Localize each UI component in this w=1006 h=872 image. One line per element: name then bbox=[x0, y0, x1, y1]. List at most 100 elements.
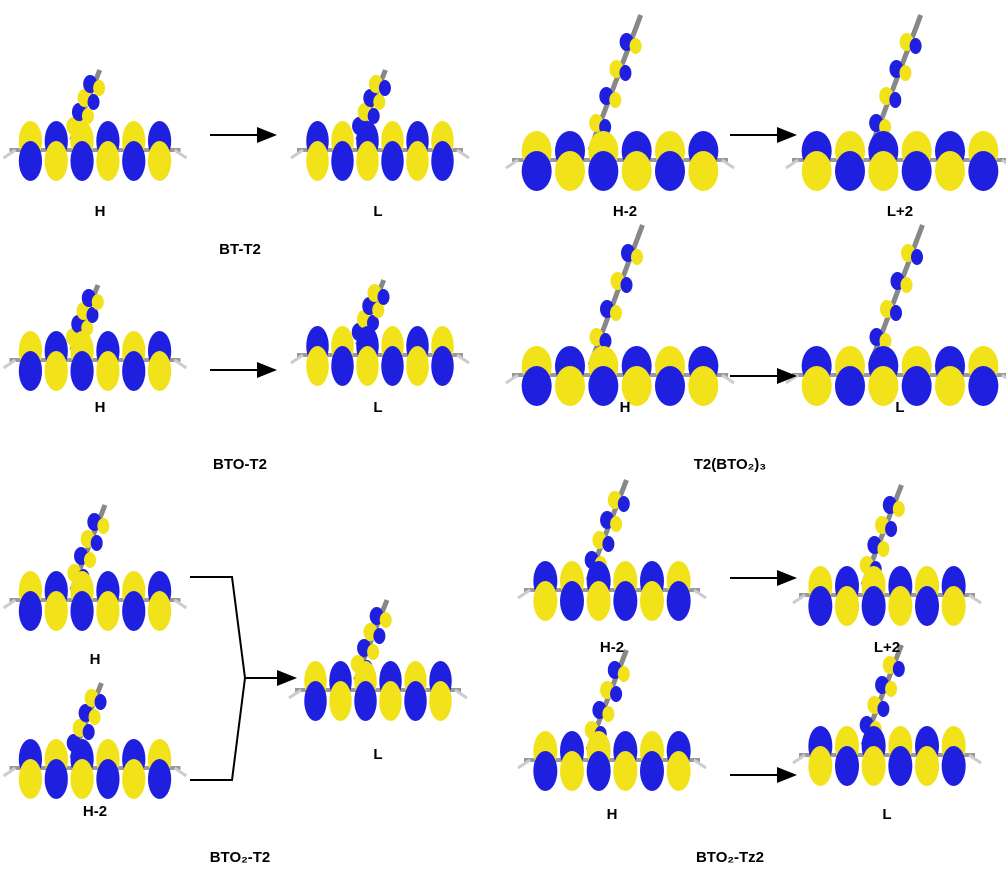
lobe bbox=[148, 141, 171, 181]
lobe bbox=[667, 751, 691, 791]
lobe bbox=[88, 94, 100, 110]
lobe bbox=[373, 628, 385, 644]
lobe bbox=[899, 65, 911, 81]
lobe bbox=[148, 351, 171, 391]
lobe bbox=[95, 694, 107, 710]
orbital-isosurface bbox=[786, 225, 1006, 406]
lobe bbox=[640, 751, 664, 791]
orbital-isosurface bbox=[291, 70, 469, 181]
molecule-name: BTO₂-Tz2 bbox=[696, 849, 764, 866]
lobe bbox=[935, 151, 965, 191]
lobe bbox=[630, 38, 642, 54]
lobe bbox=[901, 277, 913, 293]
lobe bbox=[19, 141, 42, 181]
lobe bbox=[83, 724, 95, 740]
orbital-isosurface bbox=[506, 225, 734, 406]
molecule-name: BTO-T2 bbox=[213, 456, 267, 473]
lobe bbox=[885, 681, 897, 697]
orbital-label: H-2 bbox=[83, 803, 107, 820]
lobe bbox=[354, 681, 377, 721]
lobe bbox=[868, 366, 898, 406]
lobe bbox=[610, 686, 622, 702]
lobe bbox=[835, 366, 865, 406]
lobe bbox=[70, 141, 93, 181]
lobe bbox=[602, 706, 614, 722]
lobe bbox=[122, 141, 145, 181]
lobe bbox=[911, 249, 923, 265]
lobe bbox=[915, 746, 939, 786]
lobe bbox=[622, 151, 652, 191]
lobe bbox=[96, 351, 119, 391]
lobe bbox=[306, 141, 329, 181]
lobe bbox=[619, 65, 631, 81]
orbital-isosurface bbox=[4, 70, 187, 181]
lobe bbox=[588, 151, 618, 191]
lobe bbox=[902, 151, 932, 191]
lobe bbox=[380, 612, 392, 628]
lobe bbox=[70, 759, 93, 799]
lobe bbox=[968, 366, 998, 406]
lobe bbox=[587, 751, 611, 791]
lobe bbox=[304, 681, 327, 721]
lobe bbox=[640, 581, 664, 621]
bracket bbox=[190, 577, 245, 780]
lobe bbox=[613, 751, 637, 791]
orbital-label: L bbox=[373, 399, 382, 416]
orbitals bbox=[4, 15, 1006, 799]
lobe bbox=[381, 141, 404, 181]
orbital-label: L bbox=[882, 806, 891, 823]
lobe bbox=[97, 518, 109, 534]
lobe bbox=[431, 141, 454, 181]
lobe bbox=[406, 141, 429, 181]
lobe bbox=[609, 92, 621, 108]
lobe bbox=[610, 305, 622, 321]
lobe bbox=[893, 501, 905, 517]
orbital-isosurface bbox=[506, 15, 734, 191]
lobe bbox=[84, 552, 96, 568]
lobe bbox=[555, 151, 585, 191]
lobe bbox=[148, 759, 171, 799]
orbital-label: L bbox=[895, 399, 904, 416]
orbital-isosurface bbox=[793, 645, 981, 786]
orbital-isosurface bbox=[4, 505, 187, 631]
molecule-name: T2(BTO₂)₃ bbox=[694, 456, 767, 473]
lobe bbox=[429, 681, 452, 721]
lobe bbox=[122, 759, 145, 799]
orbital-isosurface bbox=[291, 280, 469, 386]
lobe bbox=[610, 516, 622, 532]
lobe bbox=[19, 351, 42, 391]
orbital-label: H bbox=[95, 203, 106, 220]
lobe bbox=[888, 746, 912, 786]
lobe bbox=[91, 535, 103, 551]
lobe bbox=[877, 701, 889, 717]
lobe bbox=[808, 586, 832, 626]
lobe bbox=[890, 305, 902, 321]
lobe bbox=[19, 591, 42, 631]
figure: H L BT-T2 H L BTO-T2 H-2 L+2 H L T2(BTO₂… bbox=[0, 0, 1006, 872]
lobe bbox=[560, 751, 584, 791]
lobe bbox=[655, 366, 685, 406]
lobe bbox=[331, 141, 354, 181]
lobe bbox=[92, 294, 104, 310]
orbital-isosurface bbox=[289, 600, 467, 721]
lobe bbox=[19, 759, 42, 799]
lobe bbox=[331, 346, 354, 386]
lobe bbox=[862, 746, 886, 786]
orbital-isosurface bbox=[518, 650, 706, 791]
lobe bbox=[613, 581, 637, 621]
lobe bbox=[588, 366, 618, 406]
orbital-label: L+2 bbox=[887, 203, 913, 220]
orbital-isosurface bbox=[786, 15, 1006, 191]
lobe bbox=[373, 94, 385, 110]
lobe bbox=[889, 92, 901, 108]
lobe bbox=[533, 751, 557, 791]
lobe bbox=[122, 591, 145, 631]
lobe bbox=[885, 521, 897, 537]
lobe bbox=[877, 541, 889, 557]
lobe bbox=[802, 366, 832, 406]
orbital-label: H-2 bbox=[600, 639, 624, 656]
lobe bbox=[96, 141, 119, 181]
lobe bbox=[888, 586, 912, 626]
orbital-label: L+2 bbox=[874, 639, 900, 656]
lobe bbox=[835, 746, 859, 786]
